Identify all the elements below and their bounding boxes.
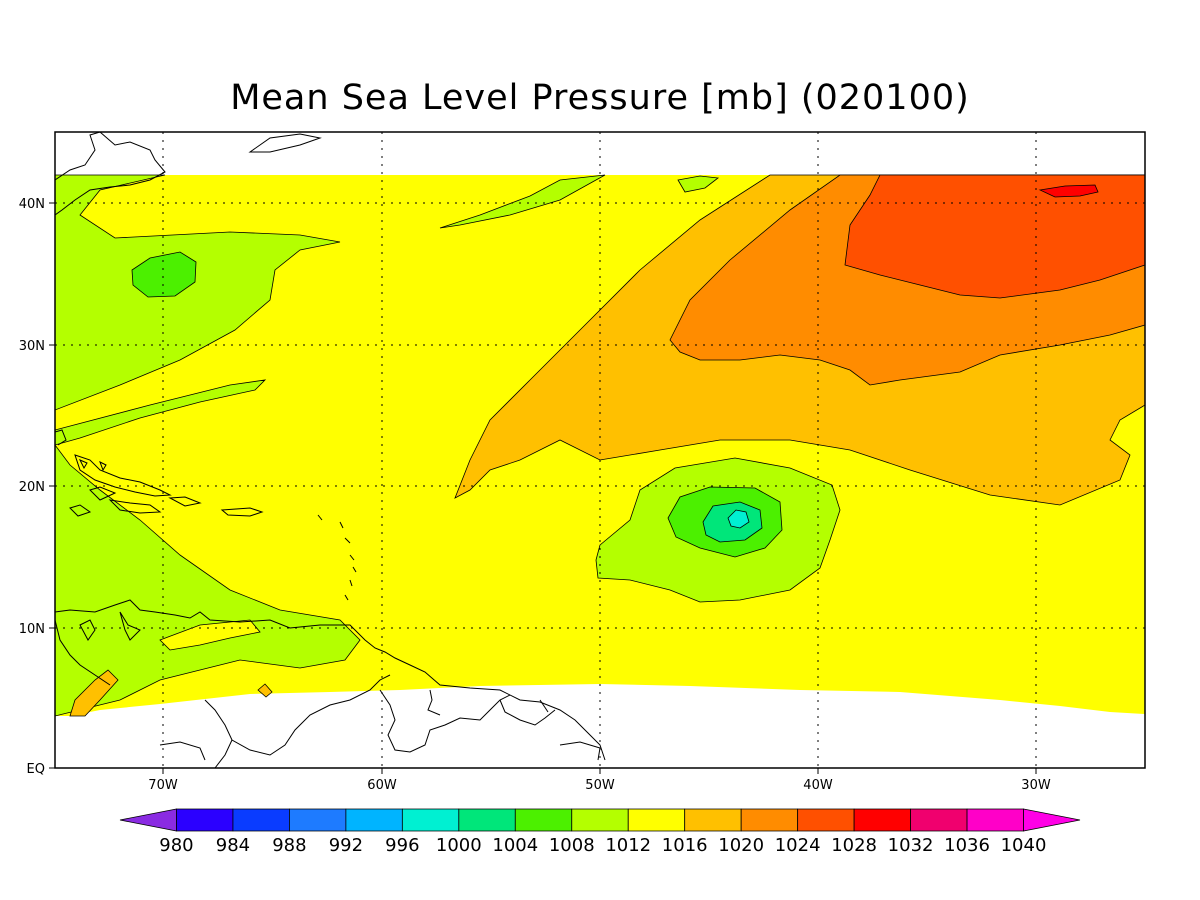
gridlines	[55, 132, 1145, 768]
colorbar-cell	[1023, 808, 1081, 832]
colorbar-cell	[345, 808, 403, 832]
colorbar-label: 984	[216, 835, 250, 856]
contour-fill-1012-caribbean	[55, 444, 361, 717]
colorbar-cell	[458, 808, 516, 832]
colorbar-label: 1032	[888, 835, 934, 856]
colorbar-label: 1016	[662, 835, 708, 856]
lat-label-40n: 40N	[19, 197, 45, 212]
contour-fill-1016-inner	[159, 619, 261, 651]
contour-fill-1012-west	[55, 174, 341, 411]
colorbar-label: 1024	[775, 835, 821, 856]
coastlines	[55, 132, 606, 768]
colorbar-label: 996	[385, 835, 419, 856]
lat-label-10n: 10N	[19, 622, 45, 637]
colorbar-cell	[627, 808, 686, 832]
colorbar-cell	[119, 808, 177, 832]
colorbar-label: 1004	[492, 835, 538, 856]
colorbar-cell	[176, 808, 234, 832]
colorbar-cell	[571, 808, 629, 832]
contour-fill-1020-sw	[69, 669, 119, 717]
contour-fill-1000-low	[727, 509, 750, 529]
lon-label-30w: 30W	[1021, 778, 1051, 793]
lon-label-70w: 70W	[148, 778, 178, 793]
contour-fill-1028	[844, 174, 1145, 299]
colorbar-cell	[910, 808, 968, 832]
colorbar-label: 1028	[831, 835, 877, 856]
lon-label-40w: 40W	[803, 778, 833, 793]
colorbar-cell	[740, 808, 799, 832]
colorbar-cell	[401, 808, 460, 832]
colorbar-label: 1012	[605, 835, 651, 856]
colorbar-label: 1040	[1001, 835, 1047, 856]
contour-fill-1020-sw2	[257, 683, 273, 698]
map-title: Mean Sea Level Pressure [mb] (020100)	[230, 78, 970, 118]
contour-fill-1012-north	[439, 174, 606, 229]
colorbar-label: 988	[272, 835, 306, 856]
lon-label-50w: 50W	[585, 778, 615, 793]
lat-label-30n: 30N	[19, 339, 45, 354]
contour-fill-1008-west	[131, 251, 197, 298]
colorbar-cell	[232, 808, 290, 832]
lat-label-eq: EQ	[27, 762, 45, 777]
colorbar-label: 1000	[436, 835, 482, 856]
colorbar-cell	[514, 808, 573, 832]
colorbar-cell	[684, 808, 742, 832]
colorbar-cell	[853, 808, 911, 832]
colorbar-label: 1036	[944, 835, 990, 856]
lat-label-20n: 20N	[19, 480, 45, 495]
colorbar-label: 1020	[718, 835, 764, 856]
colorbar-cell	[289, 808, 347, 832]
colorbar-cell	[966, 808, 1024, 832]
contour-fill-1012-band	[55, 379, 267, 446]
contour-fill-1012-small	[677, 175, 720, 193]
contour-fill-1032	[1038, 184, 1099, 198]
colorbar-label: 992	[329, 835, 363, 856]
lon-label-60w: 60W	[367, 778, 397, 793]
colorbar: 980 984 988 992 996 1000 1004 1008 1012 1016 1020 1…	[119, 808, 1081, 856]
colorbar-cell	[797, 808, 855, 832]
colorbar-label: 1008	[549, 835, 595, 856]
colorbar-label: 980	[159, 835, 193, 856]
